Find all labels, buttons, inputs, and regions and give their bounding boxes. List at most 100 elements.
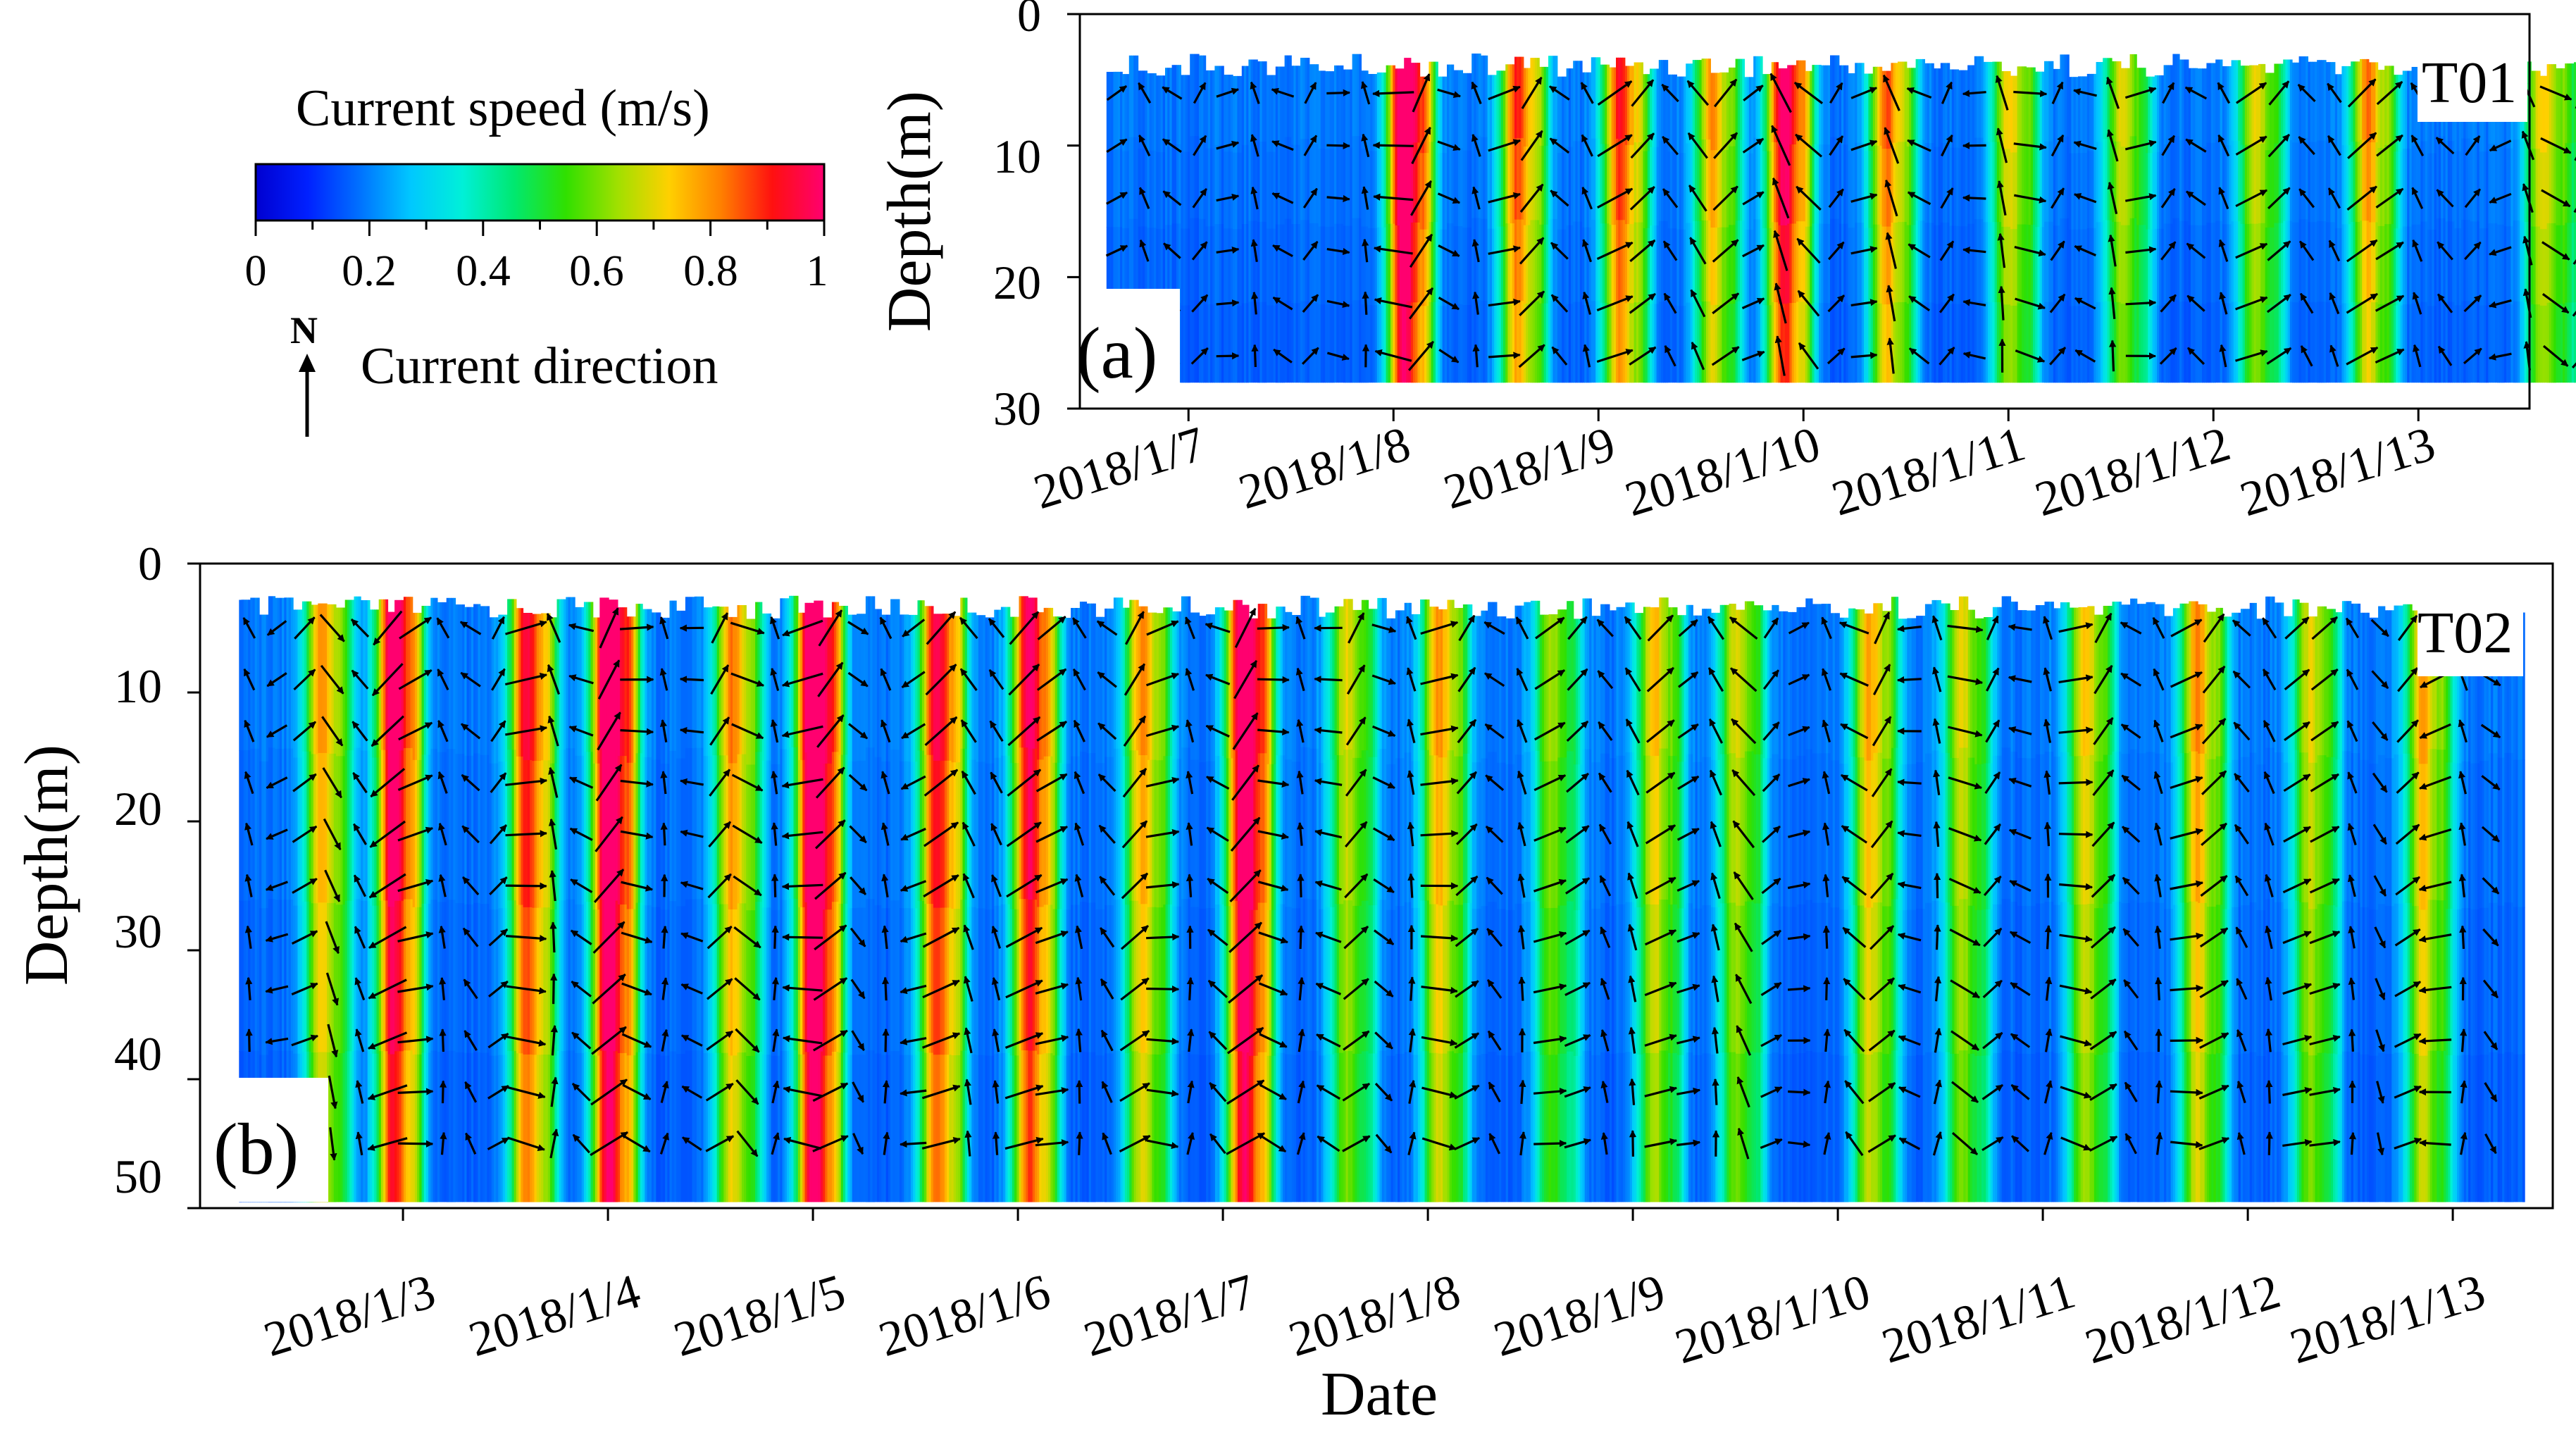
heat-cell	[1956, 147, 1959, 227]
heat-cell	[2267, 150, 2270, 228]
heat-cell	[2051, 221, 2054, 303]
heat-cell	[1442, 306, 1445, 383]
heat-cell	[1740, 301, 1743, 383]
heat-cell	[1638, 302, 1641, 383]
heat-cell	[2071, 77, 2074, 154]
heat-cell	[2310, 142, 2313, 223]
heat-cell	[2402, 149, 2406, 228]
current-vector	[1437, 192, 1461, 204]
current-vector	[1713, 78, 1738, 108]
heat-cell	[2255, 223, 2259, 304]
current-vector	[1582, 291, 1592, 315]
heat-cell	[1819, 223, 1822, 304]
heat-cell	[1787, 223, 1790, 304]
heat-cell	[2251, 65, 2255, 145]
heat-cell	[1295, 303, 1299, 383]
heat-cell	[1467, 305, 1470, 383]
current-vector	[2186, 190, 2206, 206]
heat-cell	[2569, 302, 2572, 383]
heat-cell	[1273, 305, 1276, 383]
heat-cell	[1656, 304, 1660, 383]
heat-cell	[1582, 304, 1585, 383]
heat-cell	[2501, 303, 2505, 383]
heat-cell	[2251, 144, 2255, 225]
heat-cell	[2542, 229, 2545, 306]
heat-cell	[2041, 227, 2045, 305]
heat-cell	[1338, 144, 1342, 225]
heat-cell	[2542, 305, 2545, 383]
heat-cell	[1796, 141, 1799, 222]
heat-cell	[1226, 75, 1229, 152]
heat-cell	[2362, 220, 2365, 302]
heat-cell	[1821, 144, 1824, 225]
heat-cell	[1879, 66, 1883, 147]
heat-cell	[2339, 74, 2342, 152]
heat-cell	[2508, 226, 2511, 305]
heat-cell	[1487, 228, 1491, 306]
heat-cell	[1560, 153, 1562, 230]
heat-cell	[2125, 225, 2128, 304]
heat-cell	[1893, 302, 1896, 383]
heat-cell	[1162, 75, 1166, 153]
current-vector	[1829, 135, 1844, 156]
heat-cell	[1269, 228, 1271, 306]
heat-cell	[1183, 228, 1186, 306]
heat-cell	[1397, 68, 1400, 148]
heat-cell	[1483, 55, 1486, 138]
heat-cell	[1970, 303, 1973, 383]
heat-cell	[2445, 221, 2449, 303]
heat-cell	[1841, 65, 1844, 145]
heat-cell	[1915, 58, 1919, 141]
heat-cell	[2174, 136, 2178, 219]
heat-cell	[1295, 144, 1299, 225]
heat-cell	[2222, 224, 2225, 304]
heat-cell	[1667, 74, 1671, 152]
heat-cell	[1483, 137, 1486, 220]
heat-cell	[1945, 142, 1948, 223]
heat-cell	[1967, 65, 1970, 145]
heat-cell	[2058, 147, 2060, 226]
heat-cell	[1523, 304, 1526, 383]
heat-cell	[2563, 68, 2565, 147]
heat-cell	[1447, 302, 1450, 383]
heat-cell	[2497, 303, 2500, 383]
panel-b: T02 (b) Depth(m) Date 2018/1/3 2018/1/4 …	[13, 537, 2554, 1429]
heat-cell	[1350, 304, 1353, 383]
heat-cell	[2055, 68, 2058, 148]
heat-cell	[2188, 68, 2191, 147]
heat-cell	[1812, 223, 1815, 304]
heat-cell	[1350, 147, 1353, 227]
heat-cell	[1669, 74, 1673, 152]
heat-cell	[1624, 224, 1628, 304]
heat-cell	[1203, 137, 1207, 220]
heat-cell	[1911, 146, 1914, 226]
heat-cell	[1135, 137, 1139, 220]
heat-cell	[1406, 139, 1410, 220]
heat-cell	[2118, 221, 2122, 303]
heat-cell	[1331, 149, 1335, 228]
heat-cell	[2371, 142, 2374, 223]
heat-cell	[2195, 147, 2198, 226]
current-vector	[1251, 291, 1259, 315]
heat-cell	[1201, 137, 1204, 220]
heat-cell	[1455, 70, 1459, 149]
heat-cell	[2220, 220, 2223, 302]
current-vector	[2049, 293, 2066, 313]
heat-cell	[1167, 68, 1170, 147]
heat-cell	[1722, 304, 1725, 383]
current-vector	[1827, 347, 1846, 365]
heat-cell	[2432, 229, 2435, 306]
heat-cell	[1562, 229, 1564, 306]
heat-cell	[2287, 59, 2291, 141]
heat-cell	[1900, 222, 1903, 303]
heat-cell	[2479, 305, 2482, 383]
heat-cell	[2098, 222, 2101, 303]
heat-cell	[1832, 218, 1835, 302]
heat-cell	[2492, 302, 2496, 383]
heat-cell	[2154, 75, 2158, 153]
heat-cell	[1943, 63, 1946, 144]
heat-cell	[1224, 75, 1226, 152]
heat-cell	[1426, 76, 1429, 154]
heat-cell	[1575, 221, 1579, 303]
heat-cell	[1909, 146, 1912, 226]
